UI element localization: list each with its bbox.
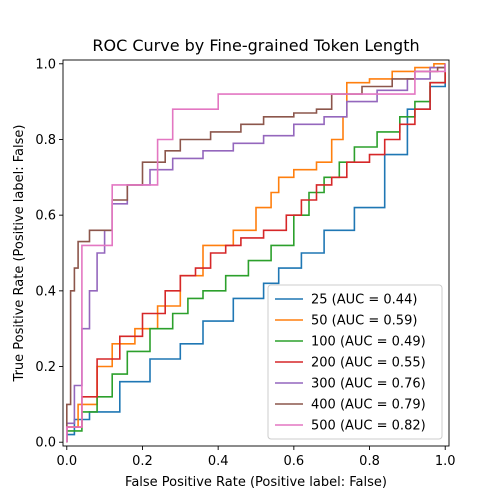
legend: 25 (AUC = 0.44) 50 (AUC = 0.59) 100 (AUC =… (267, 284, 443, 440)
plot-frame (62, 59, 450, 447)
x-tick-label: 0.4 (208, 454, 229, 469)
series-line-500 (66, 63, 447, 443)
legend-entry-label: 300 (AUC = 0.76) (311, 377, 426, 392)
series-line-300 (66, 63, 447, 443)
plot-area: 0.0 0.2 0.4 0.6 0.8 1.0 0.0 0.2 0.4 0.6 0.8 1.0 (35, 57, 455, 469)
series-line-200 (66, 63, 447, 443)
y-tick-label: 1.0 (35, 57, 56, 72)
x-tick-label: 0.6 (283, 454, 304, 469)
y-axis-title: True Positive Rate (Positive label: Fals… (12, 125, 27, 383)
series-line-50 (66, 62, 446, 443)
legend-entry-label: 100 (AUC = 0.49) (311, 335, 426, 350)
y-tick-label: 0.6 (35, 209, 56, 224)
legend-entry-label: 25 (AUC = 0.44) (311, 293, 417, 308)
legend-box (267, 284, 443, 440)
legend-entry-label: 500 (AUC = 0.82) (311, 419, 426, 434)
series-line-100 (66, 63, 447, 443)
x-tick-label: 0.0 (56, 454, 77, 469)
x-axis: 0.0 0.2 0.4 0.6 0.8 1.0 (56, 446, 456, 469)
series-lines (66, 62, 447, 443)
y-tick-label: 0.2 (35, 360, 56, 375)
y-tick-label: 0.4 (35, 284, 56, 299)
series-line-25 (66, 63, 447, 443)
y-tick-label: 0.8 (35, 133, 56, 148)
x-axis-title: False Positive Rate (Positive label: Fal… (125, 475, 387, 490)
legend-entry-label: 400 (AUC = 0.79) (311, 398, 426, 413)
y-axis: 0.0 0.2 0.4 0.6 0.8 1.0 (35, 57, 63, 451)
chart-title: ROC Curve by Fine-grained Token Length (92, 36, 419, 55)
legend-entry-label: 200 (AUC = 0.55) (311, 356, 426, 371)
y-tick-label: 0.0 (35, 436, 56, 451)
series-line-400 (66, 63, 447, 443)
x-tick-label: 0.2 (132, 454, 153, 469)
legend-entry-label: 50 (AUC = 0.59) (311, 314, 417, 329)
x-tick-label: 0.8 (359, 454, 380, 469)
x-tick-label: 1.0 (435, 454, 456, 469)
